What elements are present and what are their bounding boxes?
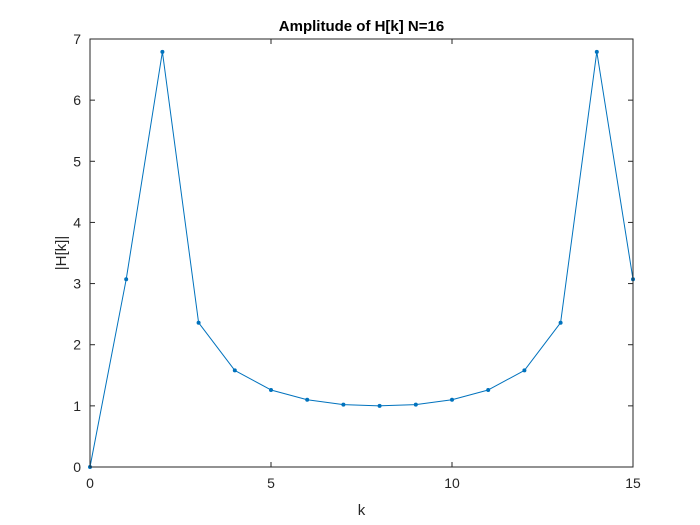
x-tick-label-3: 15 xyxy=(625,475,641,491)
y-axis-label: |H[k]| xyxy=(53,236,70,270)
series-layer xyxy=(88,49,635,469)
chart-title: Amplitude of H[k] N=16 xyxy=(279,18,444,35)
x-tick-label-2: 10 xyxy=(444,475,460,491)
data-point-5 xyxy=(269,387,273,392)
tick-label-layer: 0 5 10 15 0 1 2 3 4 5 6 7 xyxy=(73,31,641,491)
y-tick-label-1: 1 xyxy=(73,398,81,414)
data-point-2 xyxy=(160,49,165,54)
data-point-14 xyxy=(594,49,599,54)
x-tick-label-0: 0 xyxy=(86,475,94,491)
y-tick-label-7: 7 xyxy=(73,31,81,47)
axes-box xyxy=(89,38,634,468)
data-point-1 xyxy=(124,277,129,282)
data-point-4 xyxy=(232,368,237,373)
data-point-12 xyxy=(522,368,527,373)
y-tick-label-2: 2 xyxy=(73,337,81,353)
data-point-8 xyxy=(377,403,382,408)
y-tick-label-6: 6 xyxy=(73,92,81,108)
x-axis-label: k xyxy=(358,502,366,519)
data-point-3 xyxy=(196,320,201,325)
data-point-7 xyxy=(341,402,346,407)
data-point-13 xyxy=(558,320,563,325)
y-tick-label-5: 5 xyxy=(73,153,81,169)
data-point-6 xyxy=(305,397,310,402)
data-point-10 xyxy=(450,397,454,402)
data-point-9 xyxy=(413,402,418,407)
y-tick-label-0: 0 xyxy=(73,459,81,475)
series-line-0 xyxy=(89,51,634,468)
y-tick-label-4: 4 xyxy=(73,214,81,230)
data-point-11 xyxy=(486,387,491,392)
plot-area xyxy=(90,39,633,467)
x-tick-label-1: 5 xyxy=(267,475,275,491)
y-tick-label-3: 3 xyxy=(73,276,81,292)
